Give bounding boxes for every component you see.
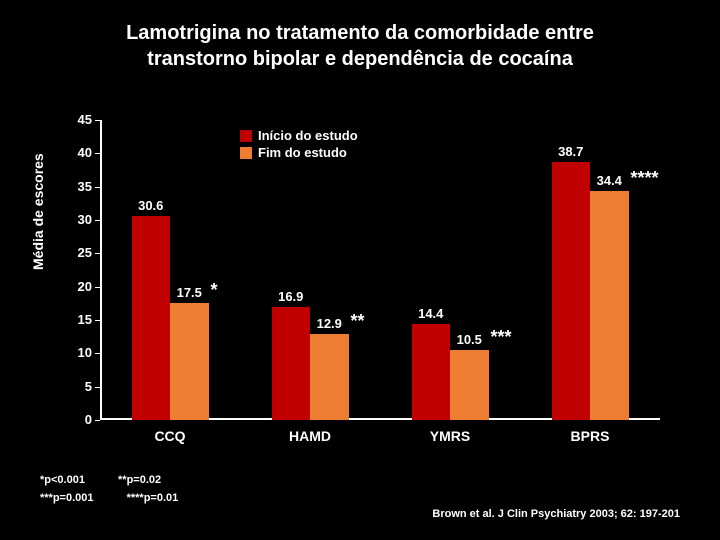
y-tick-label: 0 [62,412,92,427]
y-tick-label: 35 [62,179,92,194]
y-tick [95,220,100,221]
y-tick [95,320,100,321]
citation: Brown et al. J Clin Psychiatry 2003; 62:… [432,508,680,520]
legend-label-0: Início do estudo [258,128,358,143]
significance-mark: **** [631,168,659,189]
chart-title: Lamotrigina no tratamento da comorbidade… [0,20,720,72]
bar-value-label: 17.5 [165,285,214,300]
x-tick-label: BPRS [520,428,660,444]
bar-value-label: 30.6 [127,198,176,213]
legend-swatch-0 [240,130,252,142]
y-tick-label: 45 [62,112,92,127]
title-line-1: Lamotrigina no tratamento da comorbidade… [126,22,594,44]
bar [132,216,171,420]
y-tick [95,120,100,121]
y-tick [95,253,100,254]
footnote-1: **p=0.02 [118,474,161,486]
bar-value-label: 34.4 [585,173,634,188]
legend-item-1: Fim do estudo [240,145,358,160]
y-tick-label: 25 [62,245,92,260]
bar-value-label: 14.4 [407,306,456,321]
y-tick [95,187,100,188]
footnote-0: *p<0.001 [40,474,85,486]
significance-mark: * [211,280,218,301]
bar [450,350,489,420]
y-tick-label: 30 [62,212,92,227]
bar-value-label: 38.7 [547,144,596,159]
x-tick-label: CCQ [100,428,240,444]
significance-mark: ** [351,311,365,332]
y-tick [95,153,100,154]
legend-item-0: Início do estudo [240,128,358,143]
title-line-2: transtorno bipolar e dependência de coca… [147,48,573,70]
chart-area: Início do estudo Fim do estudo 051015202… [100,120,660,420]
significance-mark: *** [491,327,512,348]
footnote-2: ***p=0.001 [40,492,94,504]
y-tick-label: 15 [62,312,92,327]
legend-swatch-1 [240,147,252,159]
bar [552,162,591,420]
y-tick [95,287,100,288]
bar [170,303,209,420]
y-tick-label: 20 [62,279,92,294]
x-tick-label: YMRS [380,428,520,444]
bar-value-label: 16.9 [267,289,316,304]
bar [590,191,629,420]
legend-label-1: Fim do estudo [258,145,347,160]
bar-value-label: 12.9 [305,316,354,331]
y-axis-label: Média de escores [30,153,46,270]
bar [310,334,349,420]
bar-value-label: 10.5 [445,332,494,347]
legend: Início do estudo Fim do estudo [240,128,358,162]
y-tick [95,420,100,421]
footnotes: *p<0.001 **p=0.02 ***p=0.001 ****p=0.01 [40,474,208,510]
footnote-3: ****p=0.01 [127,492,179,504]
y-tick [95,387,100,388]
y-tick-label: 5 [62,379,92,394]
x-tick-label: HAMD [240,428,380,444]
y-tick [95,353,100,354]
y-tick-label: 40 [62,145,92,160]
y-tick-label: 10 [62,345,92,360]
